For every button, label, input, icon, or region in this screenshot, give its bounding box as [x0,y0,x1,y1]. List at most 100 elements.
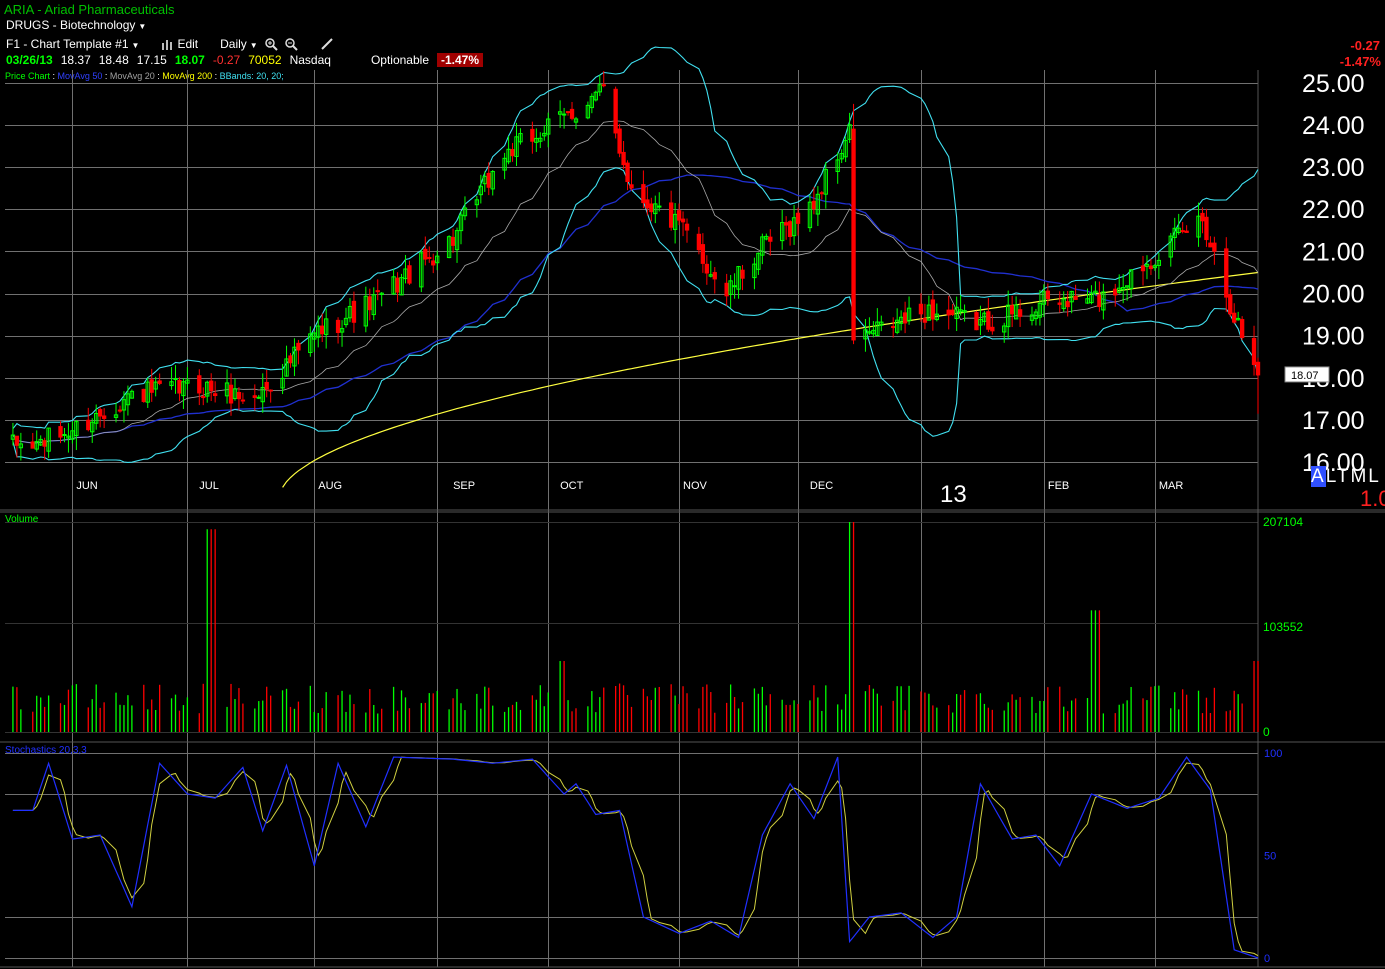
edit-label: Edit [177,37,199,51]
candle-body [1184,230,1189,233]
price-tick-label: 19.00 [1302,323,1365,351]
candle-body [918,303,924,315]
candle-body [978,319,983,326]
volume-tick-label: 103552 [1263,620,1303,634]
price-tick-label: 23.00 [1302,154,1365,182]
candle-body [264,381,269,390]
candle-body [205,381,210,397]
candle-body [573,118,579,123]
candle-body [795,212,801,224]
period-selector[interactable]: Daily ▼ [220,37,258,51]
candle-body [982,312,987,322]
candle-body [696,233,702,251]
quote-open: 18.37 [60,53,91,67]
candles [10,71,1261,461]
volume-axis: 207104 103552 0 [1263,515,1303,739]
candle-body [704,263,710,274]
candle-body [256,396,261,399]
candle-body [407,265,412,284]
candle-body [395,277,400,293]
stochastic-d-line [12,756,1259,957]
candle-body [1061,298,1066,310]
candle-body [934,313,939,321]
altml-item[interactable]: T [1336,466,1351,487]
altml-selector[interactable]: ALTML [1311,466,1381,488]
draw-tool-icon[interactable] [320,37,334,51]
candle-body [557,111,563,115]
candle-body [780,222,785,242]
candle-body [363,295,369,327]
candle-body [490,170,495,190]
candle-body [1033,311,1039,320]
candle-body [851,128,856,341]
sector-label: DRUGS - Biotechnology [6,18,136,32]
candle-body [316,325,321,338]
candle-body [268,389,273,392]
candle-body [958,309,963,313]
candle-body [787,221,793,238]
candle-body [347,305,353,319]
candle-body [990,326,995,332]
candle-body [518,133,523,143]
zoom-out-icon[interactable] [284,37,298,51]
candle-body [173,378,178,381]
candle-body [181,381,186,397]
candle-body [423,248,428,260]
candle-body [458,214,464,232]
candle-body [684,223,690,231]
candle-body [86,419,91,431]
altml-item[interactable]: M [1350,466,1369,487]
candle-body [1144,263,1150,267]
candle-body [1045,290,1051,300]
candle-body [783,222,789,226]
quote-low: 17.15 [136,53,167,67]
candle-body [894,319,900,333]
candle-body [62,433,67,436]
zoom-in-icon[interactable] [264,37,278,51]
candle-body [728,280,733,295]
candle-body [649,203,654,213]
altml-item[interactable]: L [1325,466,1337,487]
candle-body [1121,287,1126,290]
candle-body [641,184,646,204]
quote-date: 03/26/13 [6,53,53,67]
candle-body [950,309,955,315]
candle-body [1073,295,1078,300]
candle-body [14,435,20,446]
candle-body [589,95,595,109]
candle-body [224,382,230,397]
candle-body [1168,235,1173,258]
edit-button[interactable]: Edit [161,37,198,51]
sector-selector[interactable]: DRUGS - Biotechnology ▼ [6,18,146,32]
candle-body [1255,361,1261,376]
candle-body [645,199,650,209]
chevron-down-icon: ▼ [138,22,147,31]
candle-body [657,205,662,208]
candle-body [1089,292,1094,304]
candle-body [791,217,797,237]
candle-body [1101,291,1106,311]
altml-item[interactable]: L [1368,466,1381,487]
candle-body [1204,216,1209,241]
candle-body [478,185,483,196]
candle-body [672,213,678,230]
template-selector[interactable]: F1 - Chart Template #1 ▼ [6,37,139,51]
period-label: Daily [220,37,247,51]
candle-body [351,300,357,323]
candle-body [169,381,174,387]
candle-body [653,203,658,215]
quote-change: -0.27 [212,53,241,67]
candle-body [228,384,234,404]
altml-item[interactable]: A [1311,466,1326,487]
candle-body [597,84,602,93]
quote-optionable: Optionable [370,53,429,67]
legend-item: MovAvg 50 [57,71,103,81]
candle-body [502,157,507,171]
candle-body [906,307,912,322]
ma200-line [282,271,1259,488]
x-tick-year: 13 [940,481,967,508]
ma20-line [12,120,1259,444]
candle-body [510,149,515,157]
candle-body [18,443,24,449]
